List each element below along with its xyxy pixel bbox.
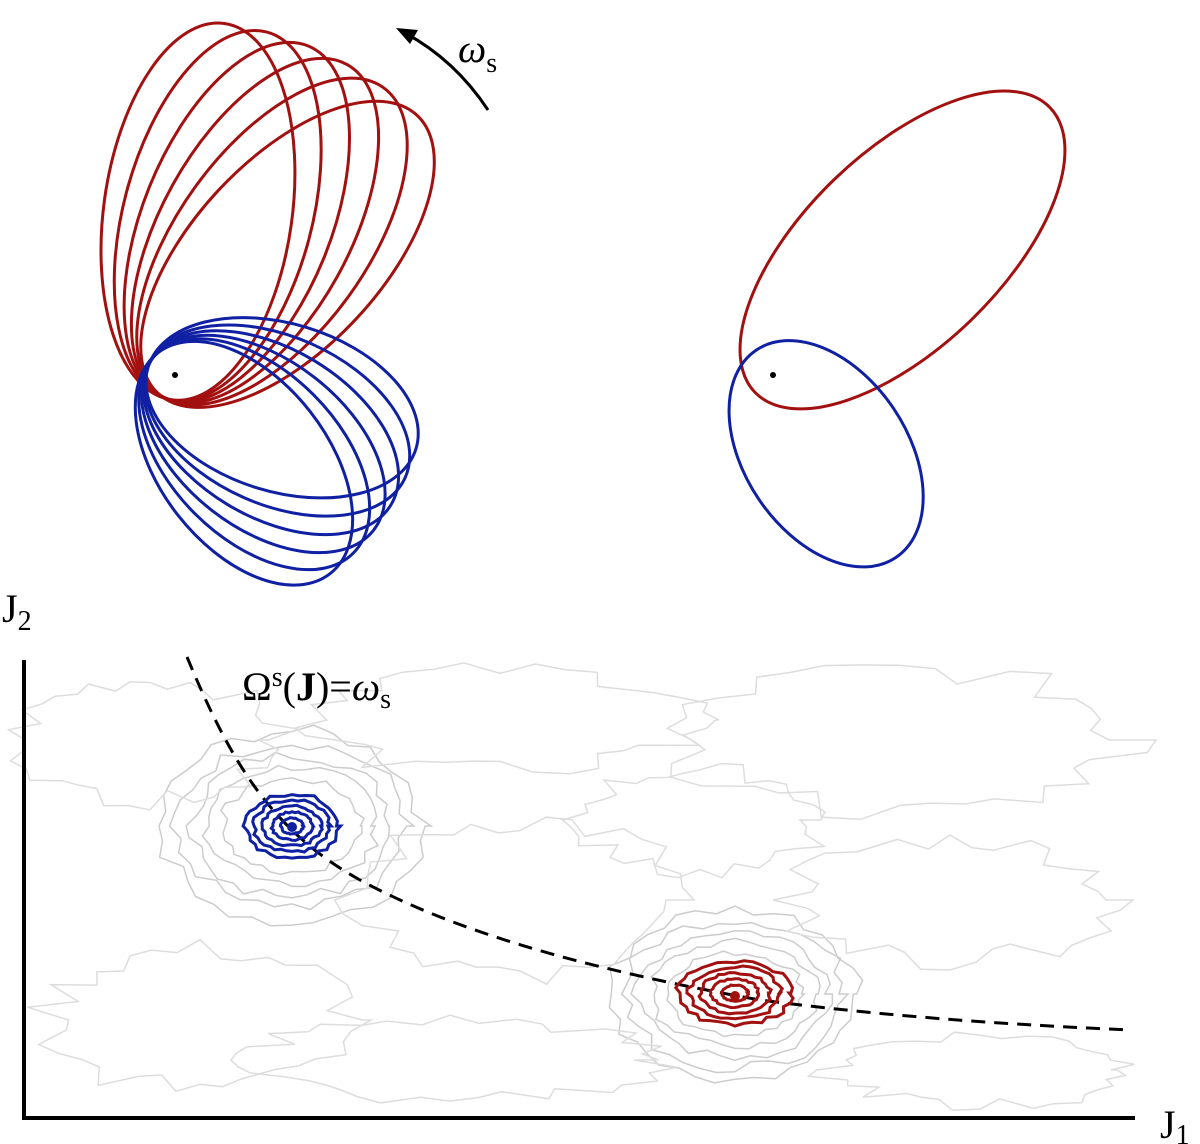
orbit [139, 99, 436, 409]
rotation-arrow [404, 31, 490, 111]
contour [6, 681, 302, 811]
focus [770, 372, 776, 378]
curve-label: Ωs(J)=ωs [242, 662, 391, 715]
orbit [143, 323, 412, 518]
contour [673, 959, 795, 1028]
contour [201, 764, 380, 888]
contour [720, 983, 751, 1003]
orbits [99, 21, 1067, 587]
y-axis-label: J2 [2, 586, 32, 637]
contour [241, 793, 344, 860]
contour [560, 762, 827, 879]
contour [293, 662, 720, 775]
orbit [122, 40, 351, 404]
resonance-curve [185, 656, 1131, 1032]
contour [650, 937, 821, 1050]
contour [697, 971, 773, 1016]
contour [773, 834, 1135, 971]
contour [806, 1031, 1135, 1112]
x-axis-label: J1 [1160, 1102, 1190, 1144]
contour [333, 816, 696, 986]
contour [27, 938, 374, 1093]
contour [158, 724, 434, 927]
focus [172, 372, 178, 378]
background-contours [6, 662, 1158, 1112]
contour [708, 977, 761, 1010]
contour [665, 664, 1158, 821]
contour [185, 751, 391, 899]
contour [220, 777, 365, 876]
center [287, 822, 297, 832]
contour [230, 1014, 678, 1104]
contour [269, 810, 316, 843]
center [730, 991, 740, 1001]
rotation-label: ωs [458, 26, 497, 79]
contour [260, 803, 324, 848]
contour [685, 964, 785, 1021]
contour [278, 816, 306, 836]
contour [608, 905, 864, 1084]
contour [168, 744, 416, 911]
action-contours [241, 793, 795, 1028]
orbit [738, 89, 1067, 411]
contour [251, 798, 335, 854]
contour [666, 950, 806, 1038]
contour [630, 930, 834, 1062]
arrow-head [396, 28, 418, 44]
orbit [727, 339, 925, 569]
orbit [144, 316, 420, 500]
